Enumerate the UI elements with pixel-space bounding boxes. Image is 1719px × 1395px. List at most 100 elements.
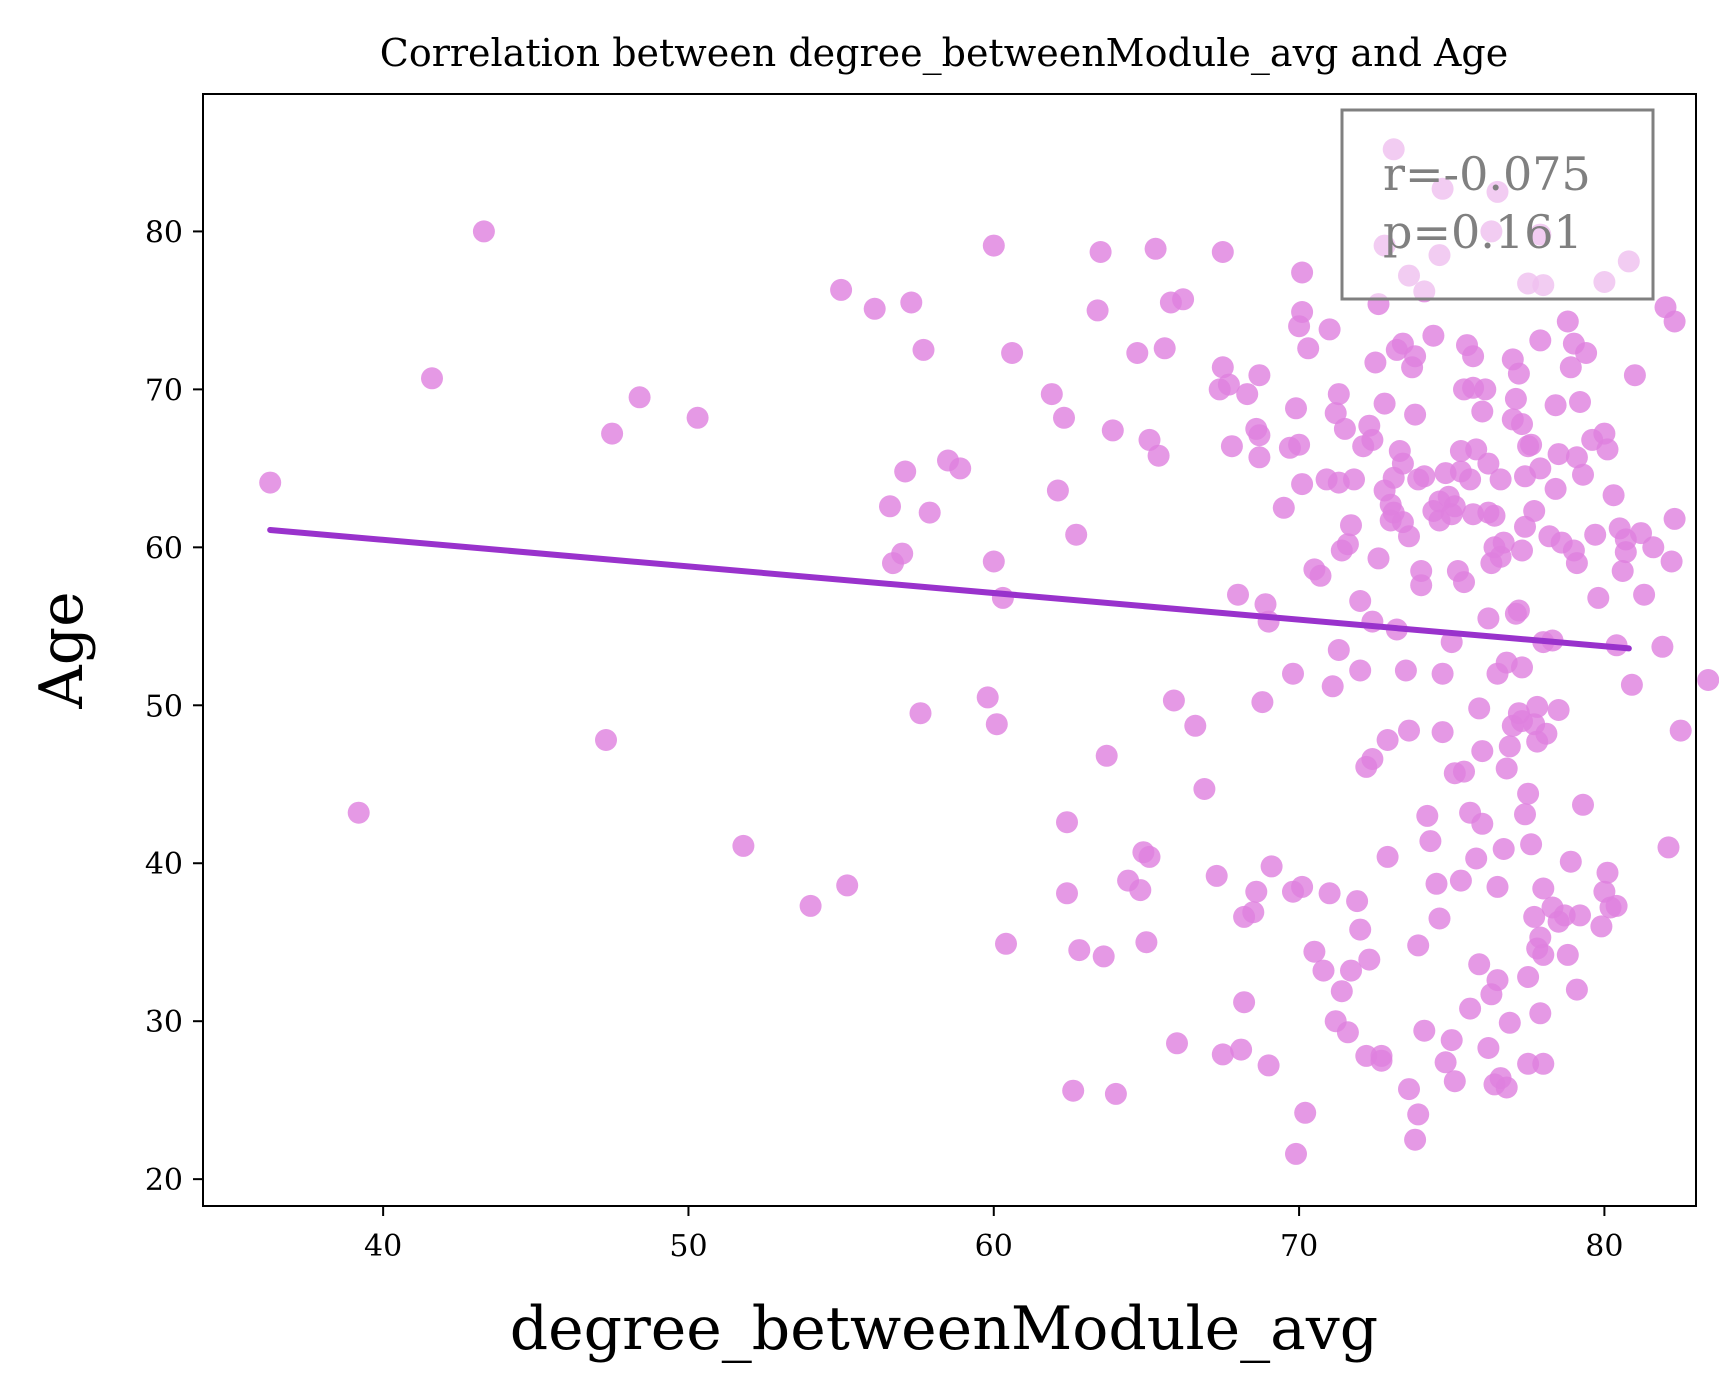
data-point: [1211, 356, 1234, 379]
data-point: [1089, 241, 1112, 263]
data-point: [1349, 918, 1372, 941]
y-tick-label: 40: [145, 847, 183, 882]
data-point: [1517, 782, 1540, 805]
data-point: [1193, 778, 1216, 800]
data-point: [1312, 959, 1335, 982]
data-point: [1303, 940, 1326, 963]
data-point: [1477, 607, 1500, 630]
data-point: [1556, 310, 1579, 333]
data-point: [1248, 424, 1271, 447]
data-point: [1166, 1032, 1188, 1055]
data-point: [1220, 435, 1243, 458]
regression-line: [267, 526, 1632, 652]
data-point: [1611, 560, 1634, 582]
data-point: [1336, 533, 1359, 556]
data-point: [1404, 403, 1427, 426]
annotation-p-value: p=0.161: [1383, 205, 1583, 259]
data-point: [836, 874, 859, 897]
data-point: [1321, 675, 1344, 698]
data-point: [1642, 536, 1665, 559]
y-tick-label: 30: [145, 1005, 183, 1040]
data-point: [1575, 342, 1598, 364]
data-point: [1532, 877, 1555, 900]
data-point: [1257, 1054, 1280, 1077]
x-tick-label: 40: [364, 1229, 402, 1264]
data-point: [1590, 915, 1613, 938]
data-point: [1529, 329, 1552, 352]
data-point: [1529, 457, 1552, 480]
data-point: [1217, 373, 1240, 396]
data-point: [1343, 468, 1365, 491]
data-point: [1398, 1078, 1420, 1101]
data-point: [1572, 463, 1594, 486]
data-point: [1428, 907, 1451, 930]
data-point: [1398, 525, 1420, 548]
data-point: [1135, 931, 1158, 954]
data-point: [918, 501, 941, 524]
data-point: [1532, 1052, 1555, 1075]
x-tick-label: 80: [1585, 1229, 1623, 1264]
data-point: [1587, 586, 1610, 609]
data-point: [347, 801, 370, 824]
data-point: [1376, 729, 1399, 751]
data-point: [1291, 301, 1314, 323]
data-point: [1404, 345, 1427, 368]
data-point: [1349, 659, 1372, 682]
data-point: [1162, 689, 1185, 712]
data-point: [1294, 1101, 1317, 1124]
y-tick-label: 50: [145, 689, 183, 724]
data-point: [1431, 721, 1454, 744]
data-point: [1517, 1052, 1540, 1075]
data-point: [1147, 444, 1170, 467]
data-point: [1498, 735, 1521, 758]
data-point: [1520, 833, 1543, 856]
y-tick-label: 70: [145, 373, 183, 408]
data-point: [686, 406, 709, 429]
data-point: [1410, 560, 1433, 582]
data-point: [1349, 590, 1372, 612]
data-point: [1434, 1051, 1457, 1074]
data-point: [1529, 1002, 1552, 1025]
data-point: [1520, 433, 1543, 456]
data-point: [1669, 719, 1692, 742]
data-point: [1153, 337, 1176, 360]
data-point: [1092, 945, 1115, 968]
data-point: [1361, 428, 1384, 451]
data-point: [1471, 400, 1494, 423]
data-point: [1489, 468, 1512, 491]
data-point: [1556, 943, 1579, 966]
data-point: [1104, 1082, 1127, 1105]
data-point: [1569, 391, 1591, 413]
data-point: [1184, 714, 1207, 737]
data-point: [1565, 978, 1588, 1001]
data-point: [1526, 695, 1549, 718]
data-point: [1486, 969, 1509, 992]
data-point: [1507, 599, 1530, 622]
annotation-r-value: r=-0.075: [1383, 147, 1591, 201]
data-point: [1318, 318, 1341, 341]
plot-frame: [202, 93, 1697, 1207]
data-point: [1291, 261, 1314, 284]
data-point: [985, 713, 1008, 736]
data-point: [1517, 966, 1540, 988]
data-point: [1205, 864, 1228, 887]
data-point: [1453, 571, 1475, 594]
data-point: [1569, 904, 1591, 927]
data-point: [1053, 406, 1075, 429]
x-tick-label: 70: [1280, 1229, 1318, 1264]
data-point: [1572, 793, 1594, 816]
chart-title: Correlation between degree_betweenModule…: [380, 31, 1508, 76]
data-point: [1056, 882, 1078, 905]
data-point: [1230, 1038, 1253, 1061]
data-point: [1068, 939, 1091, 962]
data-point: [1440, 1029, 1463, 1052]
data-point: [1492, 531, 1515, 554]
data-point: [1095, 744, 1118, 767]
data-point: [1101, 419, 1124, 442]
data-point: [1523, 500, 1546, 522]
data-point: [1413, 465, 1436, 488]
data-point: [1285, 1142, 1307, 1165]
data-point: [1495, 757, 1518, 780]
data-point: [1358, 948, 1381, 971]
data-point: [1248, 446, 1271, 469]
